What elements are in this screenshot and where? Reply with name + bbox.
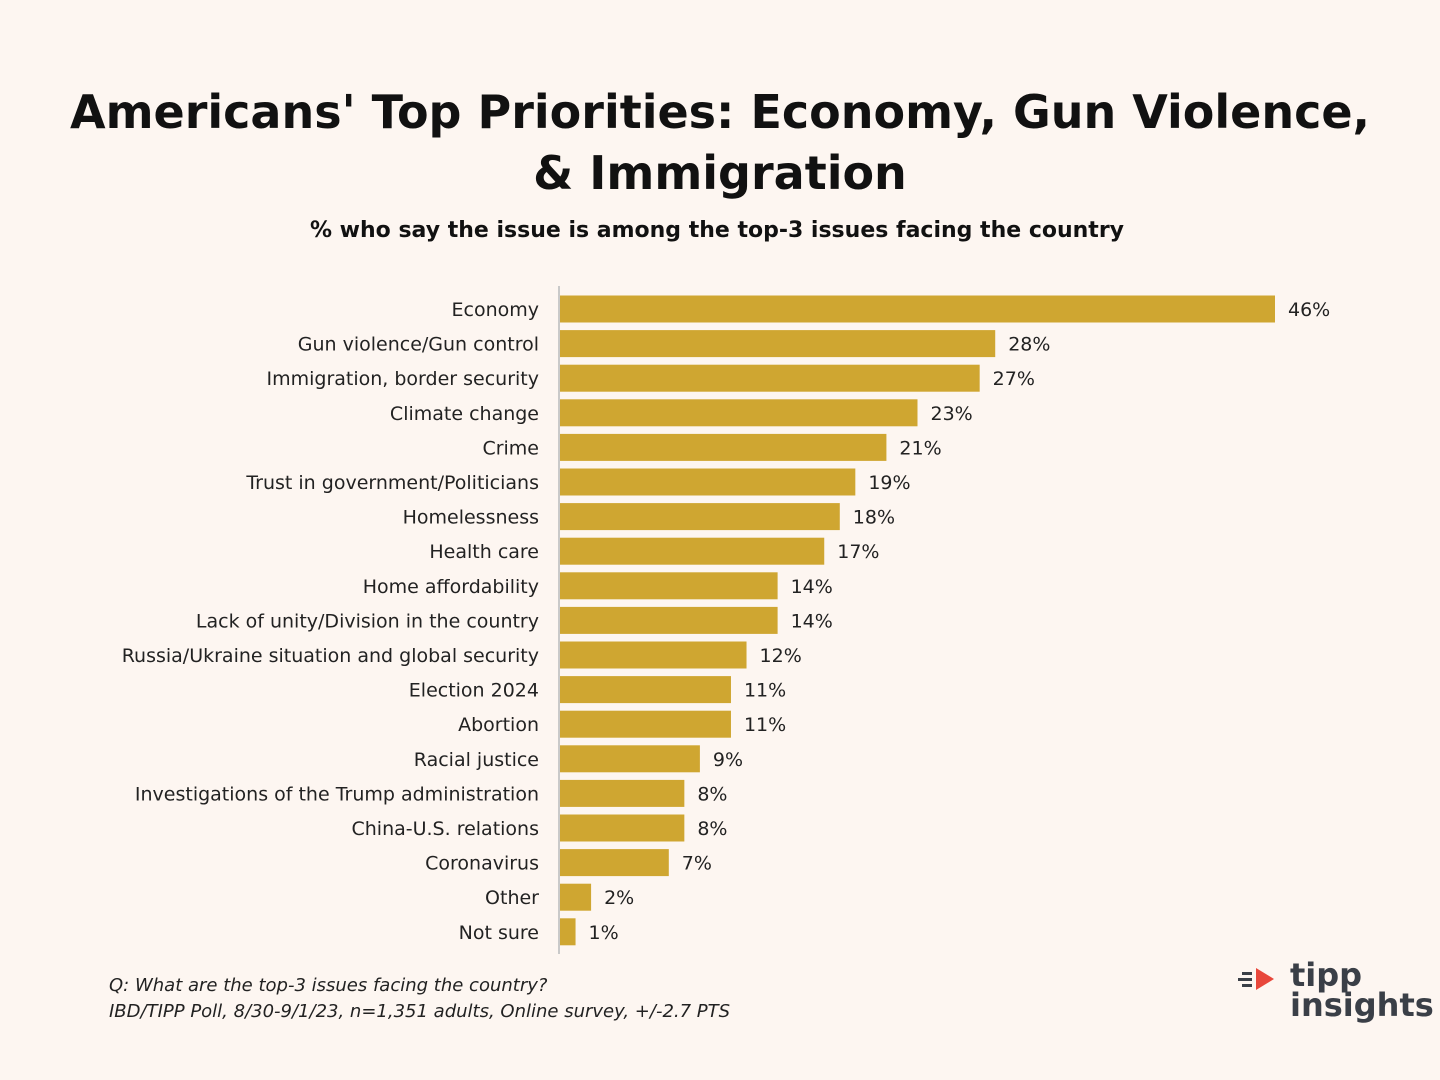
bar <box>560 676 731 704</box>
bar <box>560 572 778 600</box>
value-label: 2% <box>604 887 634 909</box>
category-label: Trust in government/Politicians <box>245 472 539 494</box>
value-label: 11% <box>744 714 786 736</box>
bar <box>560 745 700 773</box>
chart-subtitle: % who say the issue is among the top-3 i… <box>309 218 1125 243</box>
value-label: 7% <box>682 853 712 875</box>
bar <box>560 399 918 427</box>
logo-line-2: insights <box>1290 986 1434 1024</box>
value-label: 14% <box>791 576 833 598</box>
chart-title: Americans' Top Priorities: Economy, Gun … <box>69 85 1371 200</box>
bar <box>560 468 856 496</box>
footer-question: Q: What are the top-3 issues facing the … <box>109 975 548 996</box>
category-label: Other <box>485 887 539 909</box>
category-label: Gun violence/Gun control <box>298 334 539 356</box>
value-label: 28% <box>1008 334 1050 356</box>
category-label: Election 2024 <box>409 680 539 702</box>
category-label: Immigration, border security <box>266 368 539 390</box>
value-label: 8% <box>697 783 727 805</box>
value-label: 12% <box>760 645 802 667</box>
value-label: 19% <box>868 472 910 494</box>
bar <box>560 779 685 807</box>
category-label: Health care <box>429 541 539 563</box>
value-label: 1% <box>589 922 619 944</box>
value-label: 14% <box>791 610 833 632</box>
bar <box>560 537 825 565</box>
category-label: Racial justice <box>414 749 539 771</box>
value-label: 8% <box>697 818 727 840</box>
bar <box>560 710 731 738</box>
bar <box>560 433 887 461</box>
category-label: Climate change <box>390 403 539 425</box>
tipp-insights-logo: tipp insights <box>1238 956 1434 1028</box>
category-label: Russia/Ukraine situation and global secu… <box>122 645 539 667</box>
category-label: Home affordability <box>363 576 539 598</box>
logo-line-1: tipp <box>1290 956 1363 994</box>
category-label: Coronavirus <box>425 853 539 875</box>
bar <box>560 295 1275 323</box>
bar <box>560 814 685 842</box>
category-label: China-U.S. relations <box>351 818 539 840</box>
bar <box>560 918 576 946</box>
value-label: 11% <box>744 680 786 702</box>
bar <box>560 364 980 392</box>
bar <box>560 330 996 358</box>
value-label: 17% <box>837 541 879 563</box>
category-label: Investigations of the Trump administrati… <box>135 783 539 805</box>
value-label: 27% <box>993 368 1035 390</box>
value-label: 18% <box>853 507 895 529</box>
category-label: Homelessness <box>403 507 539 529</box>
value-label: 23% <box>931 403 973 425</box>
bar <box>560 849 669 877</box>
logo-arrow-icon <box>1238 968 1274 990</box>
bar <box>560 606 778 634</box>
value-label: 9% <box>713 749 743 771</box>
bar <box>560 883 592 911</box>
footer-source: IBD/TIPP Poll, 8/30-9/1/23, n=1,351 adul… <box>109 1001 731 1022</box>
category-label: Lack of unity/Division in the country <box>196 610 539 632</box>
bar <box>560 641 747 669</box>
category-label: Economy <box>452 299 540 321</box>
bar <box>560 503 840 531</box>
category-label: Not sure <box>459 922 539 944</box>
category-label: Crime <box>482 437 539 459</box>
category-label: Abortion <box>458 714 539 736</box>
value-label: 21% <box>899 437 941 459</box>
value-label: 46% <box>1288 299 1330 321</box>
